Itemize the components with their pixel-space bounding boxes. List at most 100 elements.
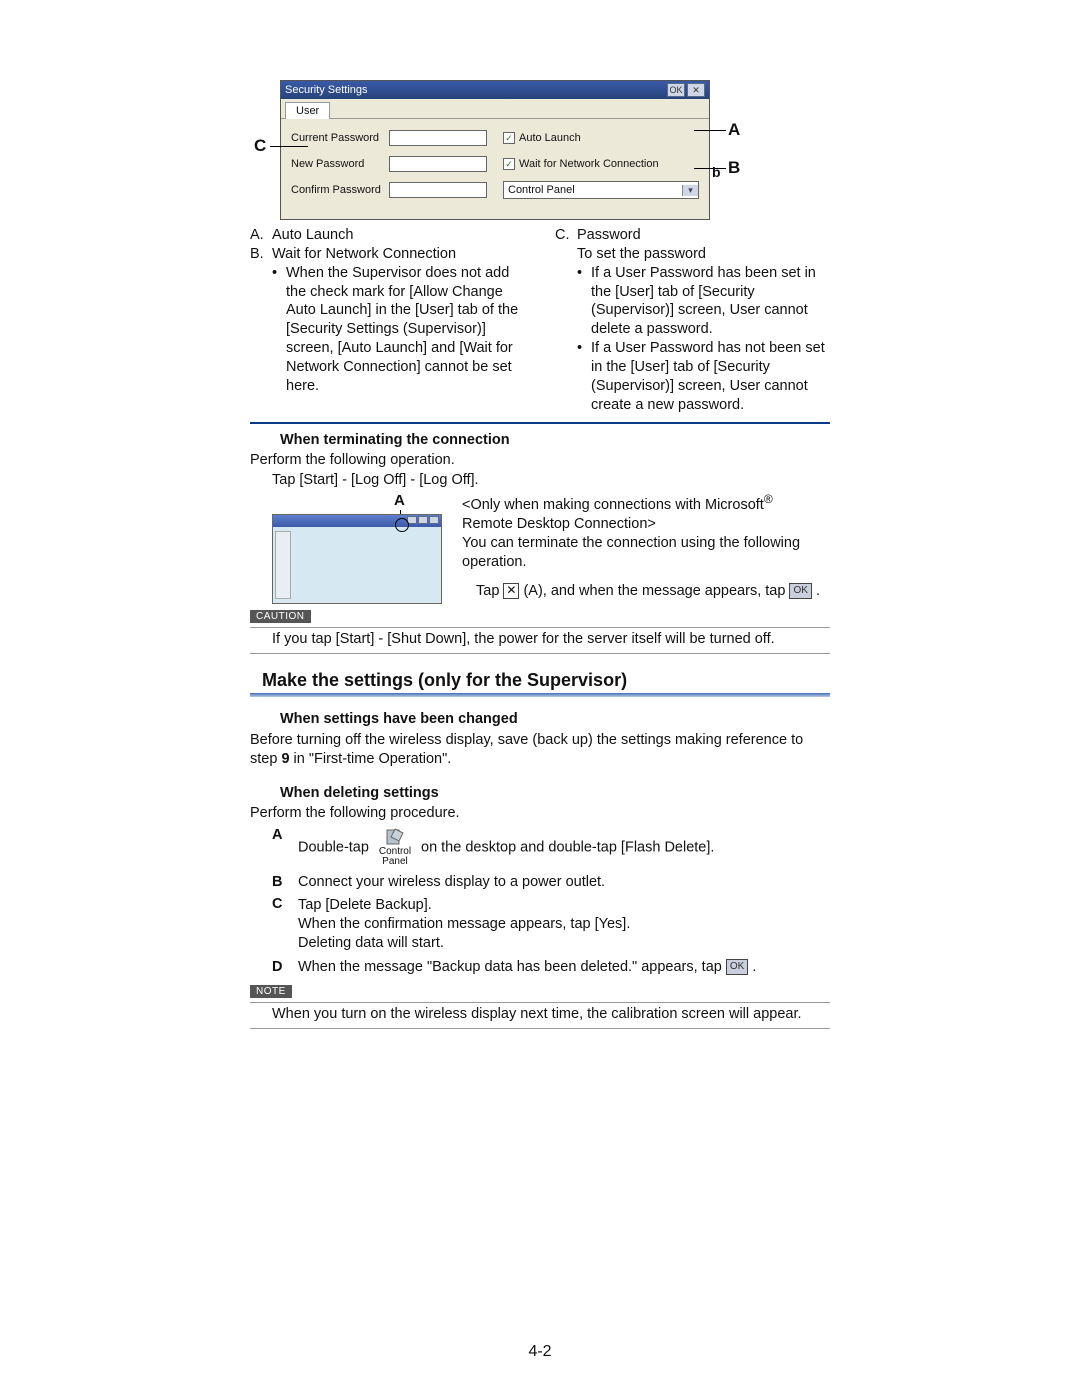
tap-line: Tap ✕ (A), and when the message appears,… xyxy=(462,582,830,601)
checkbox-auto-launch[interactable]: ✓ xyxy=(503,132,515,144)
step-D-body: When the message "Backup data has been d… xyxy=(298,959,830,975)
only-line1: <Only when making connections with Micro… xyxy=(462,492,830,515)
heading-underline xyxy=(250,693,830,697)
text-B-detail: When the Supervisor does not add the che… xyxy=(272,264,525,396)
window-body: Current Password New Password Confirm Pa… xyxy=(281,119,709,219)
caution-badge: CAUTION xyxy=(250,610,311,623)
ok-button[interactable]: OK xyxy=(667,83,685,97)
rdp-thumbnail xyxy=(272,514,442,604)
item-B: B. Wait for Network Connection When the … xyxy=(250,245,525,396)
heading-deleting: When deleting settings xyxy=(280,785,830,801)
close-icon[interactable]: ✕ xyxy=(687,83,705,97)
cp-label-2: Panel xyxy=(382,856,408,867)
text-C: Password xyxy=(577,226,830,245)
step-A: A Double-tap Control Panel on the deskto… xyxy=(272,827,830,868)
ok-icon-2[interactable]: OK xyxy=(726,959,748,975)
step-C-1: Tap [Delete Backup]. xyxy=(298,896,830,915)
tab-row: User xyxy=(281,99,709,119)
step-D-letter: D xyxy=(272,959,298,975)
term-p2: Tap [Start] - [Log Off] - [Log Off]. xyxy=(272,472,830,488)
step-B-body: Connect your wireless display to a power… xyxy=(298,874,830,890)
note-bottom-line xyxy=(250,1028,830,1029)
checkbox-wait-network[interactable]: ✓ xyxy=(503,158,515,170)
thumb-btn xyxy=(418,516,428,524)
body-B: Wait for Network Connection When the Sup… xyxy=(272,245,525,396)
changed-text: Before turning off the wireless display,… xyxy=(250,731,830,769)
reg-mark: ® xyxy=(764,492,773,506)
dropdown-control-panel[interactable]: Control Panel ▾ xyxy=(503,181,699,199)
tab-user[interactable]: User xyxy=(285,102,330,119)
left-column: A. Auto Launch B. Wait for Network Conne… xyxy=(250,226,525,414)
step-A-t1: Double-tap xyxy=(298,839,373,855)
dropdown-label: Control Panel xyxy=(508,184,682,196)
security-settings-figure: Security Settings OK ✕ User Current Pass… xyxy=(280,80,830,220)
step-C-body: Tap [Delete Backup]. When the confirmati… xyxy=(298,896,830,953)
step-C-3: Deleting data will start. xyxy=(298,934,830,953)
thumb-and-text: A <Only when making connections with Mic… xyxy=(250,492,830,604)
row-wait-network: ✓ Wait for Network Connection xyxy=(503,155,699,173)
marker-C: C. xyxy=(555,226,577,414)
text-C-b1: If a User Password has been set in the [… xyxy=(577,264,830,339)
divider xyxy=(250,422,830,424)
marker-B: B. xyxy=(250,245,272,396)
label-wait-network: Wait for Network Connection xyxy=(519,158,659,170)
only-line3: You can terminate the connection using t… xyxy=(462,534,830,572)
chevron-down-icon: ▾ xyxy=(682,185,698,196)
options-column: ✓ Auto Launch ✓ Wait for Network Connect… xyxy=(503,129,699,207)
ok-icon[interactable]: OK xyxy=(789,583,811,599)
x-icon[interactable]: ✕ xyxy=(503,583,519,599)
callout-C: C xyxy=(254,136,266,156)
heading-supervisor: Make the settings (only for the Supervis… xyxy=(262,670,830,691)
security-settings-window: Security Settings OK ✕ User Current Pass… xyxy=(280,80,710,220)
thumb-titlebar xyxy=(273,515,441,527)
line-C xyxy=(270,146,308,147)
step-C: C Tap [Delete Backup]. When the confirma… xyxy=(272,896,830,953)
row-current-password: Current Password xyxy=(291,129,487,147)
step-D: D When the message "Backup data has been… xyxy=(272,959,830,975)
label-auto-launch: Auto Launch xyxy=(519,132,581,144)
thumb-text: <Only when making connections with Micro… xyxy=(462,492,830,600)
step-D-t1: When the message "Backup data has been d… xyxy=(298,959,726,975)
note-text: When you turn on the wireless display ne… xyxy=(272,1005,830,1024)
text-A: Auto Launch xyxy=(272,226,525,245)
heading-terminating: When terminating the connection xyxy=(280,432,830,448)
only-line1-text: <Only when making connections with Micro… xyxy=(462,497,764,513)
page: Security Settings OK ✕ User Current Pass… xyxy=(0,0,1080,1397)
window-titlebar: Security Settings OK ✕ xyxy=(281,81,709,99)
line-B xyxy=(694,168,726,169)
tap-text2: (A), and when the message appears, tap xyxy=(523,583,789,599)
thumb-callout-A: A xyxy=(394,492,405,509)
marker-A: A. xyxy=(250,226,272,245)
thumb-sidebar xyxy=(275,531,291,599)
label-new-password: New Password xyxy=(291,158,389,170)
changed-p1b: in "First-time Operation". xyxy=(294,751,452,767)
input-confirm-password[interactable] xyxy=(389,182,487,198)
thumb-holder: A xyxy=(272,514,442,604)
cp-label-1: Control xyxy=(379,846,411,857)
callout-A: A xyxy=(728,120,740,140)
item-C: C. Password To set the password If a Use… xyxy=(555,226,830,414)
input-new-password[interactable] xyxy=(389,156,487,172)
input-current-password[interactable] xyxy=(389,130,487,146)
page-number: 4-2 xyxy=(0,1343,1080,1361)
note-badge: NOTE xyxy=(250,985,292,998)
row-confirm-password: Confirm Password xyxy=(291,181,487,199)
content: Security Settings OK ✕ User Current Pass… xyxy=(250,80,830,1029)
step-B-letter: B xyxy=(272,874,298,890)
right-column: C. Password To set the password If a Use… xyxy=(555,226,830,414)
step-D-t2: . xyxy=(752,959,756,975)
password-column: Current Password New Password Confirm Pa… xyxy=(291,129,487,207)
control-panel-icon[interactable]: Control Panel xyxy=(375,827,415,868)
heading-changed: When settings have been changed xyxy=(280,711,830,727)
only-line2: Remote Desktop Connection> xyxy=(462,515,830,534)
text-C-sub: To set the password xyxy=(577,245,830,264)
callout-B: B xyxy=(728,158,740,178)
line-A xyxy=(694,130,726,131)
callout-b: b xyxy=(712,164,721,180)
step-C-2: When the confirmation message appears, t… xyxy=(298,915,830,934)
description-columns: A. Auto Launch B. Wait for Network Conne… xyxy=(250,226,830,414)
step-C-letter: C xyxy=(272,896,298,953)
step-A-t2: on the desktop and double-tap [Flash Del… xyxy=(421,839,714,855)
row-new-password: New Password xyxy=(291,155,487,173)
step-B: B Connect your wireless display to a pow… xyxy=(272,874,830,890)
